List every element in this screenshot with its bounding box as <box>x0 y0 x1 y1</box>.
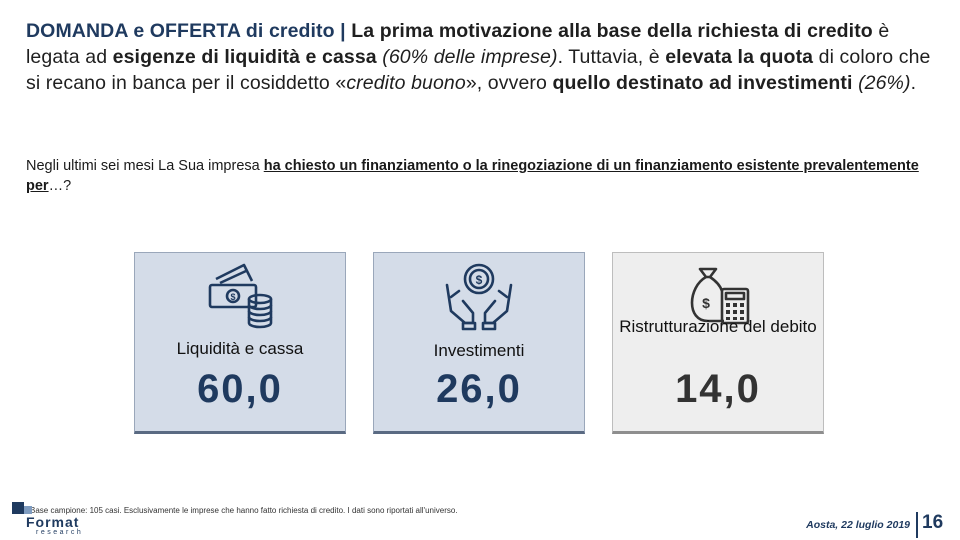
headline-text-5: . <box>910 72 917 94</box>
headline-bold-2: esigenze di liquidità e cassa <box>112 46 377 68</box>
survey-question: Negli ultimi sei mesi La Sua impresa ha … <box>26 156 926 196</box>
headline-bold-3: elevata la quota <box>665 46 814 68</box>
place-date: Aosta, 22 luglio 2019 <box>806 519 910 531</box>
card-value: 26,0 <box>436 367 522 411</box>
card-label: Ristrutturazione del debito <box>619 317 817 336</box>
svg-text:$: $ <box>702 295 710 311</box>
headline-bold-1: La prima motivazione alla base della ric… <box>351 20 873 42</box>
logo-word: Format <box>26 514 80 530</box>
logo-sub: research <box>36 529 84 536</box>
page-number: 16 <box>922 512 944 533</box>
card-value: 14,0 <box>675 367 761 411</box>
question-underlined: ha chiesto un finanziamento o la rinegoz… <box>26 158 919 194</box>
headline-text-4: », ovvero <box>465 72 553 94</box>
headline-italic-3: (26%) <box>852 72 911 94</box>
headline-italic-2: credito buono <box>346 72 466 94</box>
card-ristrutturazione: $ Ristrutturazione del debito 14,0 <box>612 252 824 434</box>
card-label: Investimenti <box>433 341 525 360</box>
headline-text-3: di coloro che si recano in banca per il … <box>26 46 931 94</box>
svg-text:$: $ <box>230 292 235 302</box>
headline-text-1: è legata ad <box>26 20 890 68</box>
cash-coins-icon: $ <box>208 263 273 329</box>
headline-bold-4: quello destinato ad investimenti <box>552 72 853 94</box>
headline-topic: DOMANDA e OFFERTA di credito | <box>26 20 352 42</box>
question-suffix: …? <box>48 178 72 194</box>
svg-text:$: $ <box>476 273 483 287</box>
headline: DOMANDA e OFFERTA di credito | La prima … <box>26 18 936 96</box>
card-liquidita: $ Liquidità e cassa 60,0 <box>134 252 346 434</box>
card-investimenti: $ Investimenti 26,0 <box>373 252 585 434</box>
hands-coin-icon: $ <box>445 263 513 331</box>
card-label: Liquidità e cassa <box>176 339 304 358</box>
headline-text-2: . Tuttavia, è <box>557 46 666 68</box>
money-bag-calculator-icon: $ <box>690 267 750 325</box>
card-value: 60,0 <box>197 367 283 411</box>
question-prefix: Negli ultimi sei mesi La Sua impresa <box>26 158 264 174</box>
page-separator <box>916 512 918 538</box>
headline-italic-1: (60% delle imprese) <box>376 46 558 68</box>
footnote: Base campione: 105 casi. Esclusivamente … <box>30 506 458 515</box>
format-research-logo: Format research <box>12 502 94 538</box>
